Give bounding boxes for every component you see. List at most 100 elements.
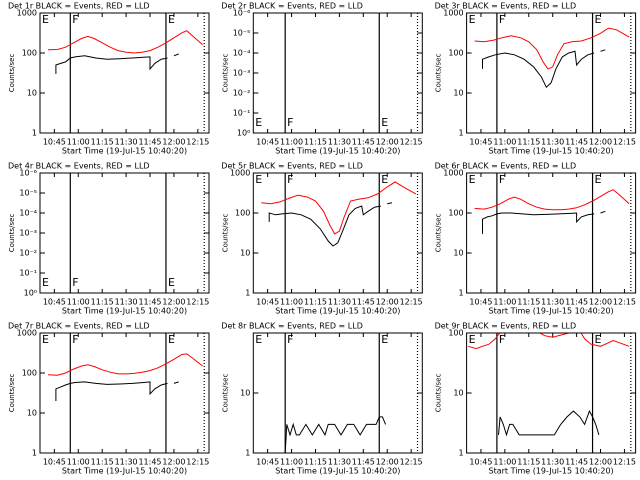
x-tick-label: 11:00 xyxy=(280,298,303,307)
series-line xyxy=(47,353,203,376)
x-tick-label: 10:45 xyxy=(469,138,492,147)
x-axis-label: Start Time (19-Jul-15 10:40:20) xyxy=(489,307,614,316)
x-tick-label: 12:15 xyxy=(613,458,636,467)
x-tick-label: 12:15 xyxy=(186,298,209,307)
marker-label: E xyxy=(469,333,476,346)
y-axis-label: Counts/sec xyxy=(221,214,229,253)
y-axis-label: Counts/sec xyxy=(8,54,16,93)
x-axis-label: Start Time (19-Jul-15 10:40:20) xyxy=(62,467,187,476)
y-tick-label: 1000 xyxy=(17,9,37,18)
y-axis-label: Counts/sec xyxy=(435,214,443,253)
y-tick-label: 10 xyxy=(240,249,250,258)
y-tick-label: 100 xyxy=(22,369,37,378)
x-tick-label: 11:30 xyxy=(328,138,351,147)
x-tick-label: 11:30 xyxy=(328,458,351,467)
marker-label: E xyxy=(168,333,175,346)
y-tick-label: 10 xyxy=(27,89,37,98)
x-tick-label: 11:45 xyxy=(352,458,375,467)
x-tick-label: 11:30 xyxy=(115,298,138,307)
plot-frame xyxy=(39,332,210,454)
y-tick-label: 1000 xyxy=(17,329,37,338)
plot-frame xyxy=(252,12,423,134)
panel: Det 5r BLACK = Events, RED = LLD Start Ti… xyxy=(221,162,423,316)
y-axis-label: Counts/sec xyxy=(435,374,443,413)
x-tick-label: 11:30 xyxy=(115,138,138,147)
y-tick-label: 10⁻² xyxy=(233,89,251,98)
marker-label: E xyxy=(595,333,602,346)
x-tick-label: 11:30 xyxy=(541,298,564,307)
x-tick-label: 11:15 xyxy=(91,138,114,147)
plot-frame xyxy=(252,332,423,454)
chart-title: Det 8r BLACK = Events, RED = LLD xyxy=(221,322,363,331)
marker-label: E xyxy=(255,173,262,186)
panel: Det 6r BLACK = Events, RED = LLD Start Ti… xyxy=(435,162,637,316)
marker-label: E xyxy=(381,333,388,346)
series-line xyxy=(498,409,600,437)
y-tick-label: 100 xyxy=(22,49,37,58)
panel: Det 1r BLACK = Events, RED = LLD Start Ti… xyxy=(8,2,210,156)
x-tick-label: 11:15 xyxy=(91,458,114,467)
x-tick-label: 11:30 xyxy=(541,458,564,467)
marker-label: E xyxy=(168,13,175,26)
x-axis-label: Start Time (19-Jul-15 10:40:20) xyxy=(275,307,400,316)
marker-label: F xyxy=(72,333,78,346)
x-tick-label: 11:45 xyxy=(565,298,588,307)
y-axis-label: Counts/sec xyxy=(221,54,229,93)
y-tick-label: 10 xyxy=(453,89,463,98)
x-tick-label: 11:45 xyxy=(565,458,588,467)
marker-label: F xyxy=(499,173,505,186)
x-tick-label: 11:00 xyxy=(493,458,516,467)
series-line xyxy=(474,27,630,70)
series-line xyxy=(268,202,393,247)
y-tick-label: 10⁻⁴ xyxy=(233,49,251,58)
x-tick-label: 12:00 xyxy=(376,138,399,147)
series-line xyxy=(482,49,606,89)
y-tick-label: 100 xyxy=(235,209,250,218)
x-tick-label: 11:45 xyxy=(352,298,375,307)
y-tick-label: 100 xyxy=(448,49,463,58)
x-tick-label: 12:00 xyxy=(589,138,612,147)
y-tick-label: 1 xyxy=(32,129,37,138)
series-line xyxy=(474,189,630,211)
plot-frame xyxy=(466,332,637,454)
series-line xyxy=(47,30,203,54)
panel: Det 8r BLACK = Events, RED = LLD Start Ti… xyxy=(221,322,423,476)
y-tick-label: 10 xyxy=(453,249,463,258)
x-tick-label: 12:00 xyxy=(589,458,612,467)
x-tick-label: 10:45 xyxy=(469,458,492,467)
marker-label: E xyxy=(595,173,602,186)
y-tick-label: 1 xyxy=(32,449,37,458)
marker-label: F xyxy=(72,276,78,289)
marker-label: E xyxy=(255,333,262,346)
marker-label: E xyxy=(469,13,476,26)
x-tick-label: 12:00 xyxy=(162,138,185,147)
x-tick-label: 11:45 xyxy=(352,138,375,147)
x-tick-label: 11:00 xyxy=(493,298,516,307)
chart-title: Det 5r BLACK = Events, RED = LLD xyxy=(221,162,363,171)
marker-label: F xyxy=(287,116,293,129)
marker-label: E xyxy=(469,173,476,186)
plot-frame xyxy=(466,172,637,294)
y-tick-label: 10⁻² xyxy=(19,249,37,258)
x-tick-label: 12:00 xyxy=(376,298,399,307)
x-tick-label: 11:30 xyxy=(328,298,351,307)
x-tick-label: 11:00 xyxy=(493,138,516,147)
chart-title: Det 9r BLACK = Events, RED = LLD xyxy=(435,322,577,331)
y-tick-label: 10⁻³ xyxy=(19,229,37,238)
marker-label: E xyxy=(381,173,388,186)
marker-label: F xyxy=(72,13,78,26)
x-tick-label: 11:00 xyxy=(67,138,90,147)
panel: Det 2r BLACK = Events, RED = LLD Start Ti… xyxy=(221,2,423,156)
x-tick-label: 11:15 xyxy=(517,458,540,467)
series-line xyxy=(468,333,630,350)
x-tick-label: 11:00 xyxy=(67,298,90,307)
x-tick-label: 10:45 xyxy=(256,138,279,147)
x-tick-label: 12:15 xyxy=(186,458,209,467)
marker-label: E xyxy=(42,276,49,289)
y-tick-label: 1000 xyxy=(443,9,463,18)
y-axis-label: Counts/sec xyxy=(8,214,16,253)
x-tick-label: 10:45 xyxy=(256,298,279,307)
x-tick-label: 10:45 xyxy=(469,298,492,307)
chart-title: Det 4r BLACK = Events, RED = LLD xyxy=(8,162,150,171)
